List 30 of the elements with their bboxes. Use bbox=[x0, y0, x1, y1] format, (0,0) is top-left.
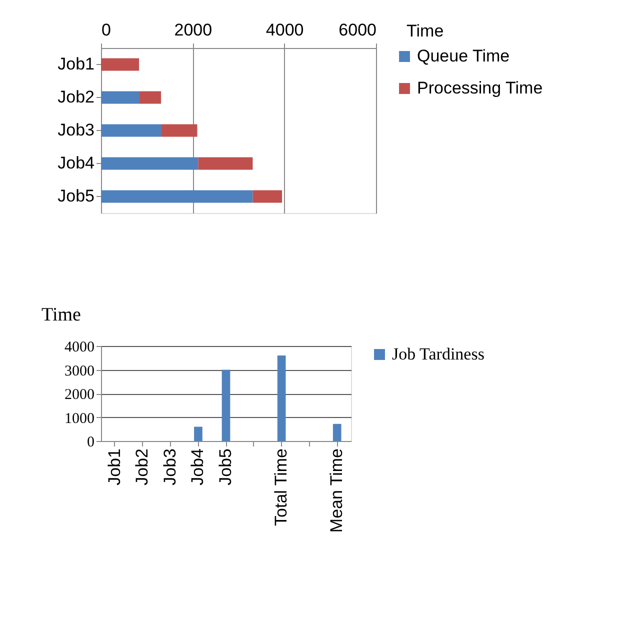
x-tick-label: Job3 bbox=[160, 448, 180, 486]
bar bbox=[277, 356, 286, 441]
x-tick-label: Job2 bbox=[132, 448, 152, 486]
bar bbox=[332, 424, 342, 441]
x-tick-label: Mean Time bbox=[327, 448, 346, 533]
y-tick-label: 3000 bbox=[64, 363, 94, 380]
y-tick-label: 2000 bbox=[64, 387, 94, 403]
y-tick-label: Job3 bbox=[58, 120, 94, 140]
y-tick-label: Job2 bbox=[58, 88, 94, 106]
bar bbox=[194, 426, 202, 441]
x-tick-label: 2000 bbox=[174, 20, 212, 40]
y-tick-label: Job5 bbox=[58, 186, 94, 206]
x-tick-label: 0 bbox=[102, 20, 111, 40]
x-tick-label: 6000 bbox=[338, 20, 376, 40]
legend-label: Job Tardiness bbox=[392, 344, 484, 364]
legend-label: Processing Time bbox=[417, 78, 543, 98]
bar bbox=[222, 370, 230, 441]
y-tick-label: 0 bbox=[87, 434, 94, 450]
y-tick-label: 1000 bbox=[64, 410, 94, 427]
x-tick-label: 4000 bbox=[266, 20, 304, 40]
y-tick-label: 4000 bbox=[64, 340, 94, 356]
y-axis-title: Time bbox=[42, 304, 81, 326]
x-tick-label: Job4 bbox=[188, 448, 208, 486]
x-tick-label: Job1 bbox=[104, 448, 124, 486]
x-tick-label: Job5 bbox=[216, 448, 235, 486]
x-axis-title: Time bbox=[406, 22, 444, 40]
x-tick-label: Total Time bbox=[272, 448, 291, 526]
y-tick-label: Job4 bbox=[58, 154, 94, 172]
y-tick-label: Job1 bbox=[58, 54, 94, 74]
legend-label: Queue Time bbox=[417, 46, 510, 66]
